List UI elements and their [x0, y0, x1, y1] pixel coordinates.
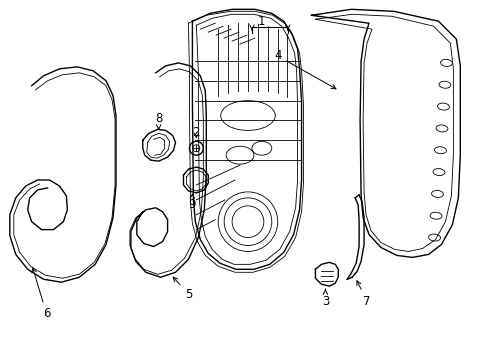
Text: 1: 1: [258, 15, 265, 28]
Text: 6: 6: [32, 268, 50, 320]
Text: 4: 4: [273, 49, 335, 89]
Text: 7: 7: [356, 281, 370, 307]
Text: 2: 2: [192, 126, 200, 139]
Text: 9: 9: [188, 194, 196, 211]
Text: 5: 5: [173, 277, 192, 301]
Text: 8: 8: [155, 112, 162, 129]
Text: 3: 3: [321, 289, 328, 307]
